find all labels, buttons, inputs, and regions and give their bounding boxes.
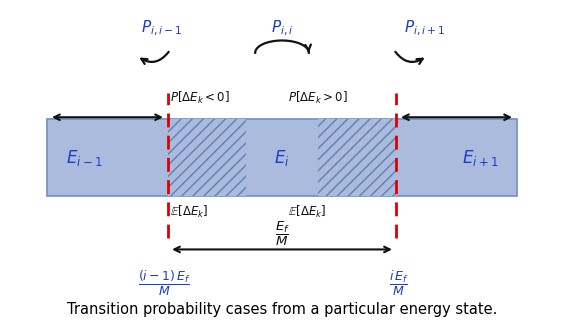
Text: $P_{i,i-1}$: $P_{i,i-1}$ [141,19,183,38]
Text: $P[\Delta E_k > 0]$: $P[\Delta E_k > 0]$ [288,90,347,106]
Text: $E_{i+1}$: $E_{i+1}$ [462,148,499,168]
Text: $P[\Delta E_k < 0]$: $P[\Delta E_k < 0]$ [170,90,230,106]
Text: $P_{i,i+1}$: $P_{i,i+1}$ [404,19,445,38]
Bar [318,119,396,196]
Text: $\mathbb{E}[\Delta E_k]$: $\mathbb{E}[\Delta E_k]$ [170,204,209,220]
Text: Transition probability cases from a particular energy state.: Transition probability cases from a part… [67,302,497,317]
Bar [168,119,246,196]
Text: $\mathbb{E}[\Delta E_k]$: $\mathbb{E}[\Delta E_k]$ [288,204,326,220]
Text: $E_{i-1}$: $E_{i-1}$ [65,148,102,168]
Text: $\dfrac{(i-1)\,E_f}{M}$: $\dfrac{(i-1)\,E_f}{M}$ [138,269,191,298]
Bar [47,119,517,196]
Text: $\dfrac{E_f}{M}$: $\dfrac{E_f}{M}$ [275,220,289,248]
Text: $E_i$: $E_i$ [274,148,290,168]
Text: $P_{i,i}$: $P_{i,i}$ [271,19,293,38]
Text: $\dfrac{i\,E_f}{M}$: $\dfrac{i\,E_f}{M}$ [390,269,409,298]
